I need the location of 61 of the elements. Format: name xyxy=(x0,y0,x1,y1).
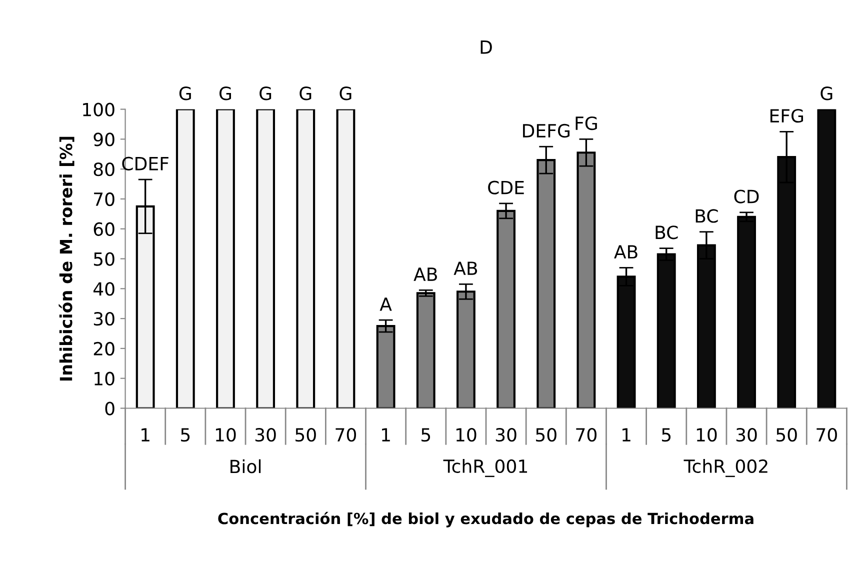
bar xyxy=(176,109,195,408)
x-tick-label: 1 xyxy=(382,428,390,442)
data-label: G xyxy=(300,86,312,100)
x-tick-label: 50 xyxy=(296,428,316,442)
data-label: G xyxy=(260,86,272,100)
y-tick-label: 30 xyxy=(94,312,114,326)
data-label: FG xyxy=(576,116,597,130)
text: TchR_002 xyxy=(684,459,768,478)
text: TchR_001 xyxy=(443,459,528,478)
data-label: A xyxy=(380,298,392,311)
y-tick-label: 90 xyxy=(94,132,114,146)
data-label: G xyxy=(340,86,352,100)
bar xyxy=(336,109,356,408)
y-tick-label: 70 xyxy=(94,192,114,206)
x-axis-title: Concentración [%] de biol y exudado de cepas de Trichoderma xyxy=(218,512,754,528)
y-tick-label: 80 xyxy=(94,162,114,176)
bar xyxy=(817,109,836,408)
x-tick-label: 50 xyxy=(776,428,797,442)
y-tick-label: 10 xyxy=(94,372,114,386)
y-tick-label: 0 xyxy=(105,402,114,416)
bar xyxy=(256,109,276,408)
y-tick-label: 20 xyxy=(94,342,114,356)
data-label: AB xyxy=(614,245,638,258)
y-tick-label: 100 xyxy=(83,102,114,116)
y-axis-title: Inhibición de M. roreri [%] xyxy=(58,136,74,381)
x-tick-label: 10 xyxy=(216,428,236,442)
x-tick-label: 5 xyxy=(422,428,430,442)
data-label: CDEF xyxy=(122,156,168,170)
chart-title: D xyxy=(480,40,492,54)
x-tick-label: 5 xyxy=(181,428,190,442)
data-label: G xyxy=(820,86,832,100)
data-label: CD xyxy=(734,190,759,204)
data-label: G xyxy=(220,86,231,100)
x-tick-label: 50 xyxy=(536,428,556,442)
data-label: BC xyxy=(696,209,718,223)
data-label: DEFG xyxy=(523,124,570,138)
y-tick-label: 50 xyxy=(94,252,114,266)
bar xyxy=(296,109,316,408)
bar xyxy=(216,109,235,408)
x-tick-label: 70 xyxy=(816,428,837,442)
y-tick-label: 40 xyxy=(93,282,114,296)
bar xyxy=(737,216,756,408)
data-label: G xyxy=(179,86,191,100)
bar xyxy=(656,253,676,408)
data-label: CDE xyxy=(488,180,524,194)
x-tick-label: 30 xyxy=(736,428,757,442)
x-tick-label: 30 xyxy=(496,428,516,442)
x-tick-label: 1 xyxy=(142,428,150,442)
x-tick-label: 10 xyxy=(696,428,717,442)
x-tick-label: 5 xyxy=(662,428,671,442)
x-tick-label: 10 xyxy=(456,428,476,442)
x-tick-label: 1 xyxy=(622,428,630,442)
data-label: AB xyxy=(414,268,437,281)
y-tick-label: 60 xyxy=(94,222,114,236)
text: Biol xyxy=(230,459,261,474)
data-label: EFG xyxy=(770,108,804,123)
x-tick-label: 70 xyxy=(576,428,596,442)
x-tick-label: 30 xyxy=(255,428,276,442)
data-label: BC xyxy=(656,226,678,240)
data-label: AB xyxy=(454,262,478,275)
x-tick-label: 70 xyxy=(336,428,356,442)
